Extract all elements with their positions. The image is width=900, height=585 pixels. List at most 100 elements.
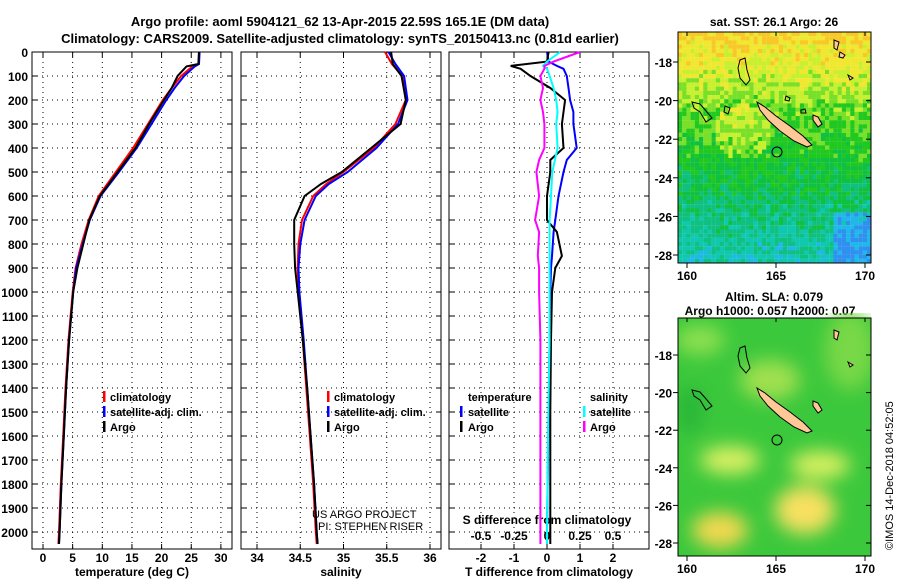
x-axis-label: T difference from climatology bbox=[465, 565, 633, 579]
sst-cell bbox=[724, 195, 729, 201]
sst-cell bbox=[720, 32, 725, 37]
sst-cell bbox=[703, 69, 708, 75]
sst-cell bbox=[867, 191, 871, 196]
sst-cell bbox=[854, 74, 859, 79]
sst-cell bbox=[862, 183, 868, 188]
sst-cell bbox=[724, 258, 729, 263]
sst-cell bbox=[804, 40, 809, 45]
sst-cell bbox=[820, 187, 826, 192]
sst-cell bbox=[816, 237, 821, 243]
sst-cell bbox=[808, 82, 813, 87]
sst-cell bbox=[858, 233, 863, 238]
sst-cell bbox=[703, 99, 708, 104]
sst-cell bbox=[766, 216, 771, 222]
sst-cell bbox=[854, 221, 859, 226]
sst-cell bbox=[846, 246, 851, 251]
sst-cell bbox=[846, 57, 851, 62]
sst-cell bbox=[707, 69, 712, 75]
sst-cell bbox=[699, 65, 704, 70]
sst-cell bbox=[766, 32, 771, 37]
sst-cell bbox=[715, 183, 721, 188]
sst-cell bbox=[837, 242, 842, 247]
sst-cell bbox=[850, 263, 854, 267]
sst-cell bbox=[799, 145, 805, 150]
sst-cell bbox=[867, 263, 871, 267]
sst-cell bbox=[724, 170, 729, 175]
sst-cell bbox=[686, 200, 691, 205]
sst-cell bbox=[783, 78, 788, 83]
sst-cell bbox=[795, 158, 800, 163]
sst-cell bbox=[829, 107, 834, 112]
sst-cell bbox=[766, 78, 771, 83]
sst-cell bbox=[732, 82, 737, 87]
sst-cell bbox=[816, 48, 821, 54]
sst-cell bbox=[757, 153, 763, 159]
sst-cell bbox=[707, 237, 712, 243]
sst-cell bbox=[808, 254, 813, 259]
sst-cell bbox=[707, 99, 712, 104]
sst-cell bbox=[783, 191, 788, 196]
sst-cell bbox=[837, 32, 842, 37]
sst-cell bbox=[724, 40, 729, 45]
sst-cell bbox=[812, 174, 817, 180]
sst-cell bbox=[808, 149, 813, 154]
sst-cell bbox=[829, 208, 834, 213]
sst-cell bbox=[762, 48, 767, 54]
sst-cell bbox=[707, 191, 712, 196]
sst-cell bbox=[728, 174, 733, 180]
sst-cell bbox=[829, 74, 834, 79]
sst-cell bbox=[699, 99, 704, 104]
sst-cell bbox=[766, 225, 771, 230]
sst-cell bbox=[833, 216, 838, 222]
sst-cell bbox=[808, 61, 813, 66]
sst-cell bbox=[829, 82, 834, 87]
sst-cell bbox=[686, 237, 691, 243]
sst-cell bbox=[795, 128, 800, 133]
s-tick-label: -0.5 bbox=[471, 529, 492, 543]
sst-cell bbox=[829, 237, 834, 243]
sst-cell bbox=[682, 74, 687, 79]
sst-cell bbox=[804, 61, 809, 66]
sst-cell bbox=[778, 221, 784, 226]
sst-cell bbox=[795, 229, 800, 234]
sst-cell bbox=[808, 187, 813, 192]
sst-cell bbox=[762, 57, 767, 62]
sst-cell bbox=[854, 32, 859, 37]
sst-cell bbox=[816, 195, 821, 201]
sst-cell bbox=[787, 61, 792, 66]
sst-cell bbox=[682, 107, 687, 112]
sst-cell bbox=[694, 69, 700, 75]
sst-cell bbox=[808, 40, 813, 45]
sst-cell bbox=[778, 86, 784, 91]
sst-cell bbox=[787, 166, 792, 171]
sst-cell bbox=[678, 174, 683, 180]
sst-cell bbox=[825, 191, 830, 196]
sst-cell bbox=[850, 204, 855, 209]
x-tick-label: 0 bbox=[544, 551, 551, 565]
sst-cell bbox=[694, 225, 700, 230]
sst-cell bbox=[854, 212, 859, 217]
sst-cell bbox=[841, 145, 847, 150]
sst-cell bbox=[694, 229, 700, 234]
s-tick-label: 0.5 bbox=[605, 529, 622, 543]
sst-cell bbox=[867, 237, 871, 243]
sst-cell bbox=[749, 216, 754, 222]
sst-cell bbox=[787, 187, 792, 192]
sst-cell bbox=[867, 32, 871, 37]
sst-cell bbox=[833, 36, 838, 41]
sst-cell bbox=[770, 107, 775, 112]
sst-cell bbox=[816, 107, 821, 112]
sst-cell bbox=[770, 61, 775, 66]
sst-cell bbox=[736, 158, 742, 163]
sst-cell bbox=[829, 65, 834, 70]
sst-cell bbox=[762, 258, 767, 263]
legend-temperature-heading: temperature bbox=[468, 392, 532, 404]
sst-cell bbox=[850, 212, 855, 217]
sst-cell bbox=[690, 44, 695, 49]
sst-cell bbox=[770, 179, 775, 184]
sst-cell bbox=[728, 86, 733, 91]
sst-cell bbox=[812, 158, 817, 163]
sst-cell bbox=[850, 103, 855, 108]
sst-cell bbox=[783, 74, 788, 79]
sst-cell bbox=[829, 225, 834, 230]
